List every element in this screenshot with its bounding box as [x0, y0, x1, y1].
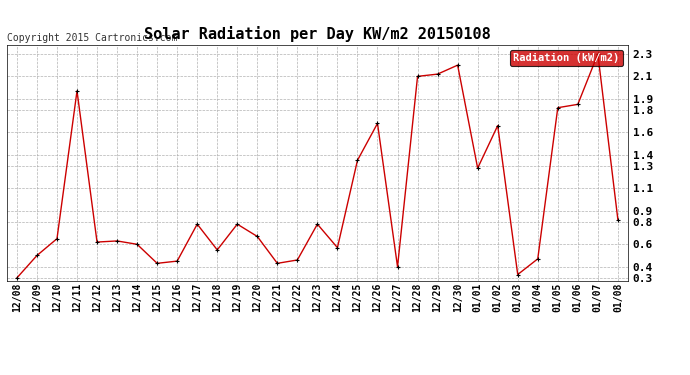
- Point: [332, 244, 343, 250]
- Point: [492, 123, 503, 129]
- Point: [392, 264, 403, 270]
- Point: [112, 238, 123, 244]
- Point: [252, 234, 263, 240]
- Point: [132, 241, 143, 247]
- Point: [312, 221, 323, 227]
- Point: [552, 105, 563, 111]
- Point: [472, 165, 483, 171]
- Point: [92, 239, 103, 245]
- Point: [232, 221, 243, 227]
- Point: [172, 258, 183, 264]
- Point: [532, 256, 543, 262]
- Point: [512, 272, 523, 278]
- Point: [272, 260, 283, 266]
- Point: [192, 221, 203, 227]
- Point: [572, 101, 583, 107]
- Point: [152, 260, 163, 266]
- Point: [52, 236, 63, 242]
- Point: [352, 158, 363, 164]
- Point: [592, 51, 603, 57]
- Point: [412, 74, 423, 80]
- Point: [292, 257, 303, 263]
- Legend: Radiation (kW/m2): Radiation (kW/m2): [510, 50, 622, 66]
- Title: Solar Radiation per Day KW/m2 20150108: Solar Radiation per Day KW/m2 20150108: [144, 27, 491, 42]
- Point: [12, 275, 23, 281]
- Point: [432, 71, 443, 77]
- Point: [612, 217, 623, 223]
- Point: [32, 252, 43, 258]
- Point: [452, 62, 463, 68]
- Text: Copyright 2015 Cartronics.com: Copyright 2015 Cartronics.com: [7, 33, 177, 43]
- Point: [72, 88, 83, 94]
- Point: [212, 247, 223, 253]
- Point: [372, 120, 383, 126]
